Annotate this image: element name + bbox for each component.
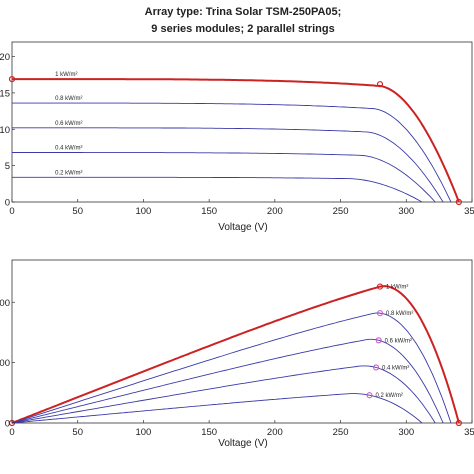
voc-marker [455,198,462,206]
pv-x-axis-label: Voltage (V) [218,438,267,449]
x-tick-label: 200 [267,206,283,217]
iv-x-ticks: 0 50 100 150 200 250 300 350 [9,199,474,217]
series-line-4 [11,393,423,424]
pv-curves: 1 kW/m² 0.8 kW/m² 0.6 kW/m² 0.4 kW/m² 0.2 kW… [8,283,462,427]
series-label-3: 0.4 kW/m² [382,365,409,371]
iv-plot: 1 kW/m² 0.8 kW/m² 0.6 kW/m² 0.4 kW/m² 0.2 kW… [0,41,474,233]
x-tick-label: 0 [9,427,14,438]
series-label-1: 0.8 kW/m² [386,311,413,317]
x-tick-label: 50 [72,427,83,438]
pv-x-ticks: 0 50 100 150 200 250 300 350 [9,420,474,438]
y-tick-label: 10 [0,125,10,136]
series-label-4: 0.2 kW/m² [55,170,82,176]
mpp-marker-1 [376,310,384,317]
y-tick-label: 4000 [0,298,10,309]
series-line-2 [12,127,444,203]
voc-marker [455,419,462,427]
y-tick-label: 2000 [0,358,10,369]
mpp-marker-4 [366,392,373,399]
pv-y-ticks: 0 2000 4000 [0,298,15,430]
x-tick-label: 250 [333,206,349,217]
series-line-3 [12,152,436,203]
figure-title-line1: Array type: Trina Solar TSM-250PA05; [145,6,342,18]
series-label-0: 1 kW/m² [55,72,77,78]
y-tick-label: 5 [5,161,10,172]
x-tick-label: 350 [464,206,474,217]
series-line-0 [12,78,460,203]
iv-curves: 1 kW/m² 0.8 kW/m² 0.6 kW/m² 0.4 kW/m² 0.2 kW… [8,72,462,206]
iv-y-ticks: 0 5 10 15 20 [0,52,15,209]
series-label-3: 0.4 kW/m² [55,146,82,152]
isc-marker [8,75,16,83]
iv-x-axis-label: Voltage (V) [218,222,267,233]
y-tick-label: 20 [0,52,10,63]
series-label-4: 0.2 kW/m² [375,393,402,399]
y-tick-label: 15 [0,88,10,99]
x-tick-label: 150 [201,427,217,438]
series-line-0 [11,285,460,424]
series-line-3 [11,365,436,424]
y-tick-label: 0 [5,419,10,430]
series-label-2: 0.6 kW/m² [385,338,412,344]
pv-plot-frame [11,259,473,424]
mpp-marker-0 [376,283,384,290]
iv-plot-frame [11,41,473,203]
x-tick-label: 150 [201,206,217,217]
series-label-2: 0.6 kW/m² [55,121,82,127]
x-tick-label: 200 [267,427,283,438]
x-tick-label: 300 [398,427,414,438]
x-tick-label: 350 [464,427,474,438]
series-line-4 [12,176,423,203]
figure-title-line2: 9 series modules; 2 parallel strings [151,23,334,35]
mpp-marker-3 [373,364,380,371]
x-tick-label: 0 [9,206,14,217]
x-tick-label: 250 [333,427,349,438]
mpp-marker-2 [375,337,382,344]
series-line-1 [12,102,452,203]
x-tick-label: 100 [135,206,151,217]
mpp-marker [376,81,384,88]
series-label-0: 1 kW/m² [386,285,408,291]
pv-plot: 1 kW/m² 0.8 kW/m² 0.6 kW/m² 0.4 kW/m² 0.2 kW… [0,259,474,449]
y-tick-label: 0 [5,198,10,209]
series-line-2 [11,338,444,424]
x-tick-label: 100 [135,427,151,438]
x-tick-label: 300 [398,206,414,217]
series-label-1: 0.8 kW/m² [55,96,82,102]
x-tick-label: 50 [72,206,83,217]
